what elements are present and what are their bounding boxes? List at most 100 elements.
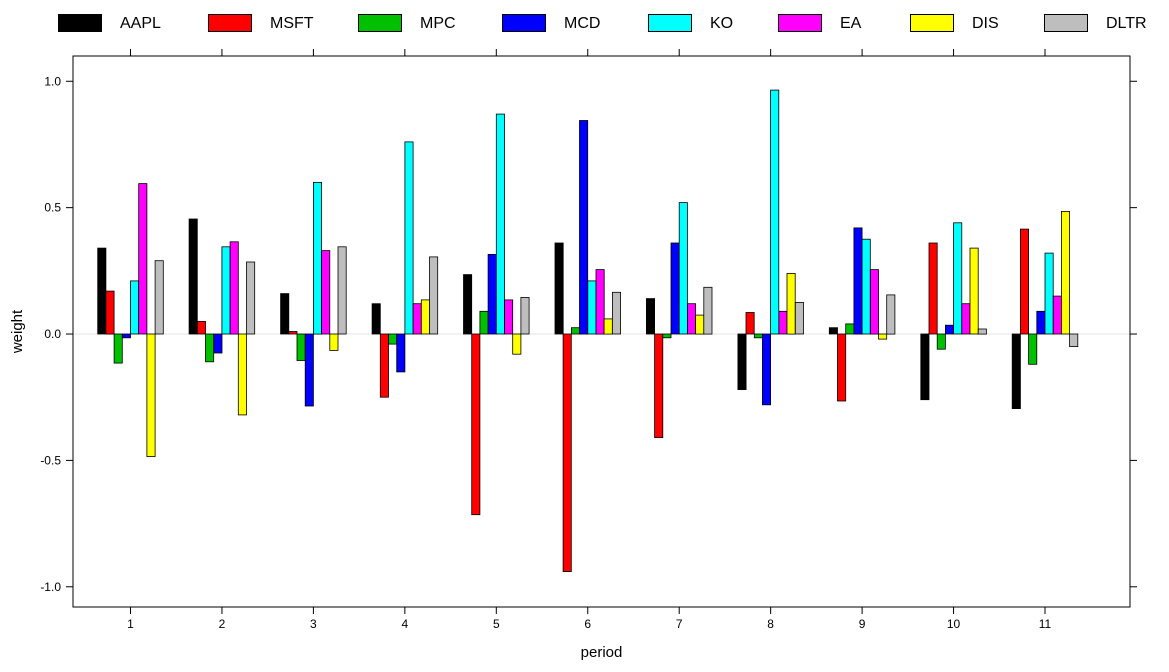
bar-mpc-period-6 [571,327,581,335]
bar-mcd-period-10 [945,324,955,335]
x-axis-title: period [581,644,623,661]
bar-ea-period-6 [595,269,605,335]
bar-ko-period-1 [130,280,140,335]
bar-mcd-period-7 [670,242,680,335]
legend-label: DLTR [1106,15,1147,32]
bar-ko-period-6 [587,280,597,335]
bar-dltr-period-4 [429,256,439,335]
bar-msft-period-10 [928,242,938,335]
bar-msft-period-11 [1020,228,1030,335]
bar-dis-period-10 [969,247,979,335]
bar-ea-period-4 [412,303,422,335]
bar-ea-period-5 [504,299,514,335]
bar-mpc-period-3 [296,333,306,361]
y-tick-label: 0.0 [44,327,61,341]
bar-ko-period-5 [495,113,505,335]
bar-ea-period-7 [687,303,697,335]
bar-mpc-period-2 [205,333,215,363]
x-tick-label: 6 [584,617,591,631]
bar-dltr-period-9 [886,294,896,335]
legend-label: KO [710,15,734,32]
bar-mcd-period-4 [396,333,406,373]
bar-ko-period-3 [312,181,322,335]
bar-aapl-period-2 [188,218,198,335]
legend-swatch [358,14,402,32]
bar-msft-period-3 [288,331,298,335]
bar-mcd-period-6 [579,120,589,335]
bar-dltr-period-7 [703,286,713,335]
bar-mcd-period-1 [121,333,131,339]
bars-group [97,89,1079,573]
x-tick-label: 8 [767,617,774,631]
bar-msft-period-2 [196,320,206,335]
bar-dltr-period-10 [977,328,987,335]
legend-swatch [778,14,822,32]
x-tick-label: 3 [310,617,317,631]
x-tick-label: 7 [676,617,683,631]
legend-label: AAPL [120,15,161,32]
bar-dltr-period-5 [520,296,530,335]
bar-ea-period-2 [229,241,239,335]
bar-mcd-period-3 [304,333,314,407]
x-tick-label: 4 [402,617,409,631]
bar-dltr-period-6 [612,291,622,335]
bar-dis-period-5 [512,333,522,355]
bar-ko-period-4 [404,141,414,335]
bar-mpc-period-9 [845,323,855,335]
bar-dltr-period-3 [337,246,347,335]
bar-aapl-period-7 [646,298,656,335]
bar-msft-period-7 [654,333,664,438]
bar-dis-period-1 [146,333,156,457]
axis-ticks: -1.0 -0.5 0.0 0.5 1.0 1 2 3 4 5 6 7 8 9 10 11 [40,49,1137,631]
bar-dis-period-9 [878,333,888,340]
bar-ea-period-11 [1052,295,1062,335]
bar-msft-period-6 [562,333,572,573]
bar-ea-period-10 [961,303,971,335]
legend-swatch [208,14,252,32]
bar-dis-period-7 [695,314,705,335]
bar-mcd-period-5 [487,253,497,335]
legend-label: MCD [564,15,601,32]
bar-aapl-period-3 [280,293,290,335]
bar-dltr-period-1 [154,260,164,335]
bar-ko-period-2 [221,246,231,335]
bar-ko-period-9 [861,238,871,335]
bar-aapl-period-4 [371,303,381,335]
bar-aapl-period-6 [554,242,564,335]
x-tick-label: 1 [127,617,134,631]
bar-mpc-period-10 [936,333,946,350]
bar-dis-period-6 [603,318,613,335]
legend-label: DIS [972,15,999,32]
y-axis-title: weight [9,309,26,354]
bar-ea-period-1 [138,183,148,335]
y-tick-label: -0.5 [40,453,61,467]
bar-mcd-period-8 [762,333,772,406]
bar-ko-period-11 [1044,252,1054,335]
bar-ko-period-8 [770,89,780,335]
bar-msft-period-5 [471,333,481,516]
bar-dis-period-2 [237,333,247,416]
bar-mcd-period-9 [853,227,863,335]
bar-mpc-period-1 [113,333,123,364]
legend-swatch [910,14,954,32]
bar-aapl-period-8 [737,333,747,390]
bar-mpc-period-7 [662,333,672,339]
legend-label: MPC [420,15,456,32]
bar-mcd-period-11 [1036,310,1046,335]
bar-msft-period-4 [379,333,389,398]
bar-mpc-period-5 [479,310,489,335]
legend-label: MSFT [270,15,314,32]
x-tick-label: 2 [219,617,226,631]
x-tick-label: 10 [947,617,961,631]
x-tick-label: 11 [1039,617,1052,631]
legend: AAPL MSFT MPC MCD KO EA DIS DLTR [0,0,1169,50]
bar-ko-period-7 [678,202,688,335]
x-tick-label: 5 [493,617,500,631]
y-tick-label: -1.0 [40,580,61,594]
bar-mpc-period-4 [388,333,398,345]
legend-swatch [648,14,692,32]
bar-dis-period-11 [1061,210,1071,335]
bar-dis-period-4 [420,299,430,335]
bar-mpc-period-11 [1028,333,1038,365]
